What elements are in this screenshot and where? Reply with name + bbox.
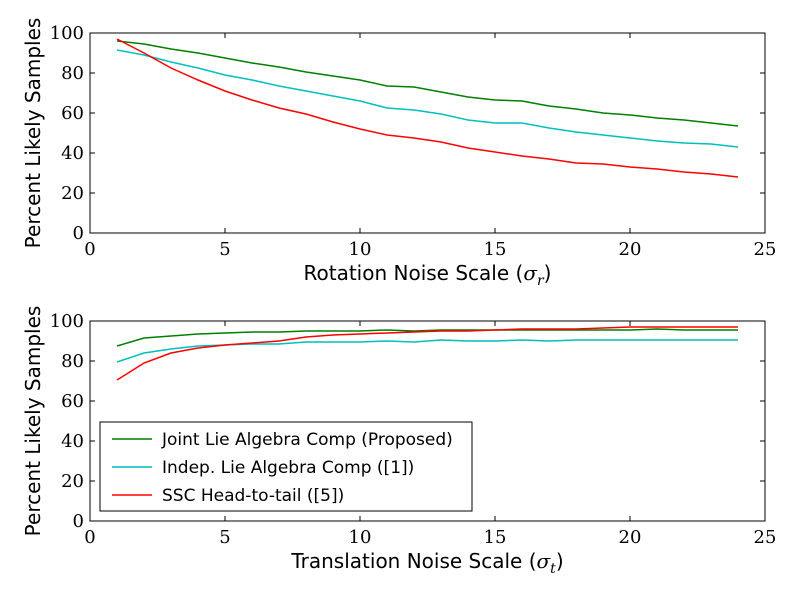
y-tick-label: 20: [61, 183, 84, 204]
x-tick-label: 0: [84, 239, 95, 260]
legend-label-joint: Joint Lie Algebra Comp (Proposed): [161, 430, 453, 450]
series-line-0: [116, 40, 739, 127]
x-axis-label: Translation Noise Scale (σt): [290, 549, 563, 577]
x-tick-label: 0: [84, 527, 95, 548]
y-tick-label: 60: [61, 391, 84, 412]
translation-noise-chart: 0 5 10 15 20 25 0 20 40 60 80 100 Percent Likely Sa…: [21, 306, 776, 577]
x-tick-label: 20: [619, 239, 642, 260]
x-tick-label: 25: [754, 239, 777, 260]
x-tick-label: 15: [484, 527, 507, 548]
y-tick-label: 60: [61, 103, 84, 124]
y-tick-label: 80: [61, 63, 84, 84]
x-tick-label: 15: [484, 239, 507, 260]
y-tick-label: 100: [50, 23, 84, 44]
legend-box: [99, 421, 473, 512]
y-tick-label: 40: [61, 431, 84, 452]
x-tick-label: 25: [754, 527, 777, 548]
y-tick-label: 0: [73, 223, 84, 244]
series-line-2: [116, 38, 739, 178]
series-line-1: [116, 49, 739, 148]
x-tick-label: 20: [619, 527, 642, 548]
y-tick-label: 80: [61, 351, 84, 372]
y-tick-label: 0: [73, 511, 84, 532]
y-axis-label: Percent Likely Samples: [21, 18, 45, 249]
y-tick-label: 100: [50, 311, 84, 332]
x-tick-label: 10: [349, 527, 372, 548]
y-tick-label: 20: [61, 471, 84, 492]
legend: Joint Lie Algebra Comp (Proposed) Indep.…: [99, 421, 473, 512]
x-tick-label: 5: [219, 527, 230, 548]
rotation-noise-chart: 0 5 10 15 20 25 0 20 40 60 80 100 Percent Likely Sa…: [21, 18, 776, 289]
y-axis-label: Percent Likely Samples: [21, 306, 45, 537]
legend-label-ssc: SSC Head-to-tail ([5]): [162, 486, 344, 506]
y-tick-label: 40: [61, 143, 84, 164]
series-line-0: [116, 328, 738, 347]
x-tick-label: 5: [219, 239, 230, 260]
series-line-2: [116, 326, 738, 381]
x-axis-label: Rotation Noise Scale (σr): [304, 261, 552, 289]
plot-frame: [89, 320, 766, 522]
plot-frame: [89, 32, 766, 234]
legend-label-indep: Indep. Lie Algebra Comp ([1]): [162, 458, 414, 478]
x-tick-label: 10: [349, 239, 372, 260]
